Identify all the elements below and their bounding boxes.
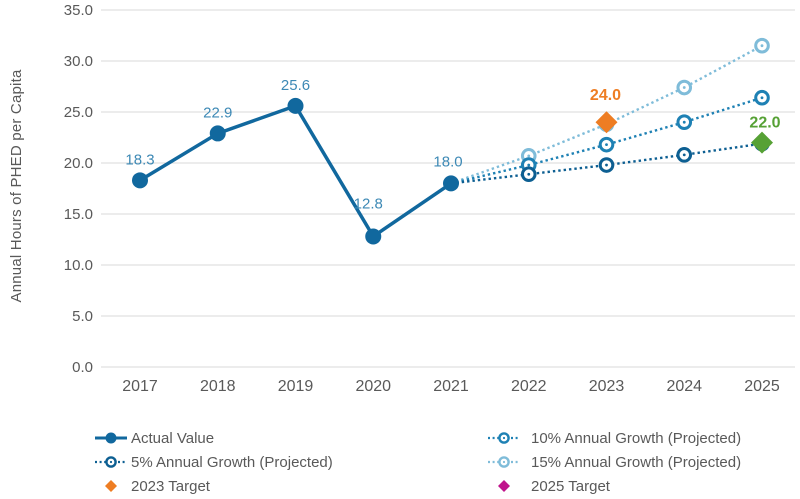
data-point-label: 12.8 bbox=[354, 195, 383, 212]
y-tick-label: 0.0 bbox=[72, 359, 93, 376]
target-2023-target: 24.0 bbox=[590, 87, 621, 134]
legend-ring-dot bbox=[109, 460, 113, 464]
y-tick-label: 15.0 bbox=[64, 206, 93, 223]
legend-item-actual-value: Actual Value bbox=[95, 430, 214, 447]
x-tick-label: 2023 bbox=[589, 378, 625, 395]
legend-item-5-annual-growth-projected: 5% Annual Growth (Projected) bbox=[95, 454, 333, 471]
data-point-label: 25.6 bbox=[281, 77, 310, 94]
y-tick-label: 10.0 bbox=[64, 257, 93, 274]
data-point-marker-dot bbox=[682, 120, 686, 124]
y-axis-tick-labels: 0.0 5.0 10.0 15.0 20.0 25.0 30.0 35.0 bbox=[64, 2, 93, 376]
legend-diamond-swatch bbox=[498, 480, 510, 492]
data-point-label: 18.3 bbox=[125, 151, 154, 168]
target-diamond bbox=[595, 111, 618, 134]
data-point-label: 18.0 bbox=[433, 153, 462, 170]
legend-label: 10% Annual Growth (Projected) bbox=[531, 430, 741, 447]
legend-label: 15% Annual Growth (Projected) bbox=[531, 454, 741, 471]
data-point-marker-dot bbox=[605, 143, 608, 147]
data-point-marker bbox=[209, 125, 226, 142]
data-point-marker-dot bbox=[605, 163, 608, 167]
data-point-marker-dot bbox=[527, 172, 531, 176]
target-label: 22.0 bbox=[749, 115, 780, 132]
gridlines bbox=[101, 9, 795, 368]
y-tick-label: 30.0 bbox=[64, 53, 93, 70]
legend-label: Actual Value bbox=[131, 430, 214, 447]
legend-label: 2025 Target bbox=[531, 478, 611, 495]
x-tick-label: 2020 bbox=[355, 378, 391, 395]
x-tick-label: 2018 bbox=[200, 378, 236, 395]
legend-item-2023-target: 2023 Target bbox=[105, 478, 211, 495]
y-axis-title: Annual Hours of PHED per Capita bbox=[8, 69, 25, 302]
series-actual-value: 18.3 22.9 25.6 12.8 18.0 bbox=[125, 77, 463, 245]
chart-legend: Actual Value 5% Annual Growth (Projected)… bbox=[95, 430, 741, 495]
y-tick-label: 20.0 bbox=[64, 155, 93, 172]
legend-item-15-annual-growth-projected: 15% Annual Growth (Projected) bbox=[488, 454, 741, 471]
target-markers: 24.0 22.0 bbox=[590, 87, 781, 154]
data-point-marker-dot bbox=[527, 154, 531, 158]
x-axis-tick-labels: 2017 2018 2019 2020 2021 2022 2023 2024 2025 bbox=[122, 378, 780, 395]
legend-diamond-swatch bbox=[105, 480, 117, 492]
data-point-label: 22.9 bbox=[203, 104, 232, 121]
data-point-marker bbox=[132, 172, 148, 189]
legend-label: 5% Annual Growth (Projected) bbox=[131, 454, 333, 471]
x-tick-label: 2022 bbox=[511, 378, 547, 395]
data-point-marker-dot bbox=[682, 153, 686, 157]
x-tick-label: 2019 bbox=[278, 378, 314, 395]
legend-label: 2023 Target bbox=[131, 478, 211, 495]
y-tick-label: 5.0 bbox=[72, 308, 93, 325]
legend-ring-dot bbox=[502, 460, 506, 464]
series-line bbox=[450, 44, 763, 185]
legend-item-2025-target: 2025 Target bbox=[498, 478, 611, 495]
target-diamond bbox=[751, 131, 773, 154]
data-point-marker-dot bbox=[760, 44, 764, 48]
data-point-marker bbox=[287, 97, 304, 114]
series-line bbox=[139, 103, 452, 239]
y-tick-label: 25.0 bbox=[64, 104, 93, 121]
data-point-marker-dot bbox=[682, 86, 686, 89]
y-tick-label: 35.0 bbox=[64, 2, 93, 19]
data-point-marker-dot bbox=[527, 163, 531, 167]
x-tick-label: 2021 bbox=[433, 378, 469, 395]
legend-ring-dot bbox=[502, 436, 506, 440]
target-2025-target: 22.0 bbox=[749, 115, 781, 154]
legend-filled-circle-swatch bbox=[105, 432, 117, 444]
x-tick-label: 2017 bbox=[122, 378, 158, 395]
series-line bbox=[450, 142, 763, 185]
data-point-marker bbox=[443, 175, 459, 192]
x-tick-label: 2025 bbox=[744, 378, 780, 395]
target-label: 24.0 bbox=[590, 87, 621, 104]
legend-item-10-annual-growth-projected: 10% Annual Growth (Projected) bbox=[488, 430, 741, 447]
data-point-marker bbox=[365, 228, 382, 245]
x-tick-label: 2024 bbox=[666, 378, 702, 395]
data-point-marker-dot bbox=[760, 96, 764, 100]
